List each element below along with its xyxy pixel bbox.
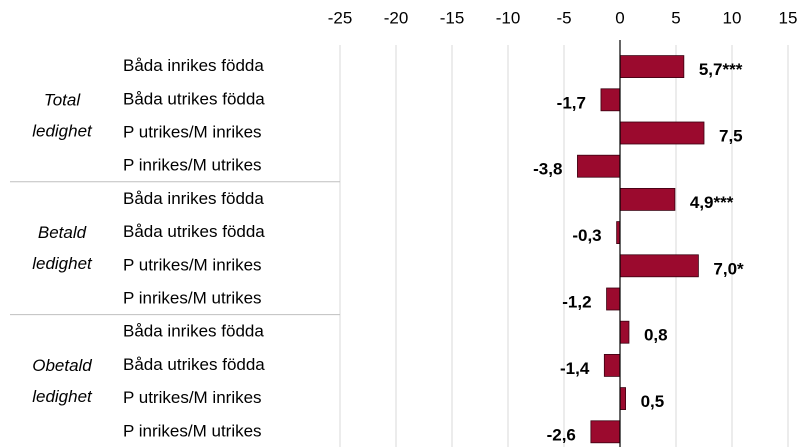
y-tick-label: Båda utrikes födda bbox=[123, 89, 265, 108]
value-label: 0,8 bbox=[644, 326, 668, 345]
group-label: ledighet bbox=[32, 254, 93, 273]
bar bbox=[603, 353, 621, 377]
group-label: ledighet bbox=[32, 121, 93, 140]
y-tick-label: Båda utrikes födda bbox=[123, 222, 265, 241]
x-tick-label: 15 bbox=[779, 8, 798, 27]
y-tick-label: P utrikes/M inrikes bbox=[123, 388, 262, 407]
bar bbox=[619, 254, 699, 278]
value-label: 4,9*** bbox=[690, 193, 734, 212]
y-tick-label: P inrikes/M utrikes bbox=[123, 156, 262, 175]
value-label: 7,0* bbox=[713, 259, 744, 278]
x-tick-label: -5 bbox=[556, 8, 571, 27]
y-tick-label: P utrikes/M inrikes bbox=[123, 122, 262, 141]
y-tick-label: P inrikes/M utrikes bbox=[123, 421, 262, 440]
x-tick-label: -15 bbox=[440, 8, 465, 27]
bar bbox=[619, 55, 685, 78]
value-label: -1,4 bbox=[560, 359, 590, 378]
group-label: Betald bbox=[38, 223, 87, 242]
x-tick-label: -25 bbox=[328, 8, 353, 27]
y-tick-label: P utrikes/M inrikes bbox=[123, 255, 262, 274]
y-tick-label: Båda inrikes födda bbox=[123, 322, 264, 341]
bar bbox=[619, 387, 626, 411]
y-tick-label: Båda inrikes födda bbox=[123, 56, 264, 75]
group-label: Total bbox=[44, 90, 81, 109]
value-label: -1,2 bbox=[562, 292, 591, 311]
group-label: ledighet bbox=[32, 387, 93, 406]
x-tick-label: 10 bbox=[723, 8, 742, 27]
group-label: Obetald bbox=[32, 356, 92, 375]
value-label: 5,7*** bbox=[699, 60, 743, 79]
bar bbox=[590, 420, 621, 444]
x-tick-label: 5 bbox=[671, 8, 680, 27]
y-tick-label: P inrikes/M utrikes bbox=[123, 288, 262, 307]
value-label: -2,6 bbox=[547, 425, 576, 444]
y-tick-label: Båda inrikes födda bbox=[123, 189, 264, 208]
value-label: 0,5 bbox=[641, 392, 665, 411]
value-label: 7,5 bbox=[719, 126, 743, 145]
x-tick-label: -10 bbox=[496, 8, 521, 27]
y-tick-label: Båda utrikes födda bbox=[123, 355, 265, 374]
bar bbox=[619, 187, 676, 211]
x-tick-label: -20 bbox=[384, 8, 409, 27]
bar bbox=[619, 121, 705, 145]
value-label: -1,7 bbox=[557, 93, 586, 112]
bar bbox=[600, 88, 621, 112]
bar bbox=[577, 154, 621, 178]
bar bbox=[619, 320, 630, 344]
value-label: -3,8 bbox=[533, 160, 562, 179]
x-tick-label: 0 bbox=[615, 8, 624, 27]
value-label: -0,3 bbox=[572, 226, 601, 245]
bar bbox=[606, 287, 621, 311]
